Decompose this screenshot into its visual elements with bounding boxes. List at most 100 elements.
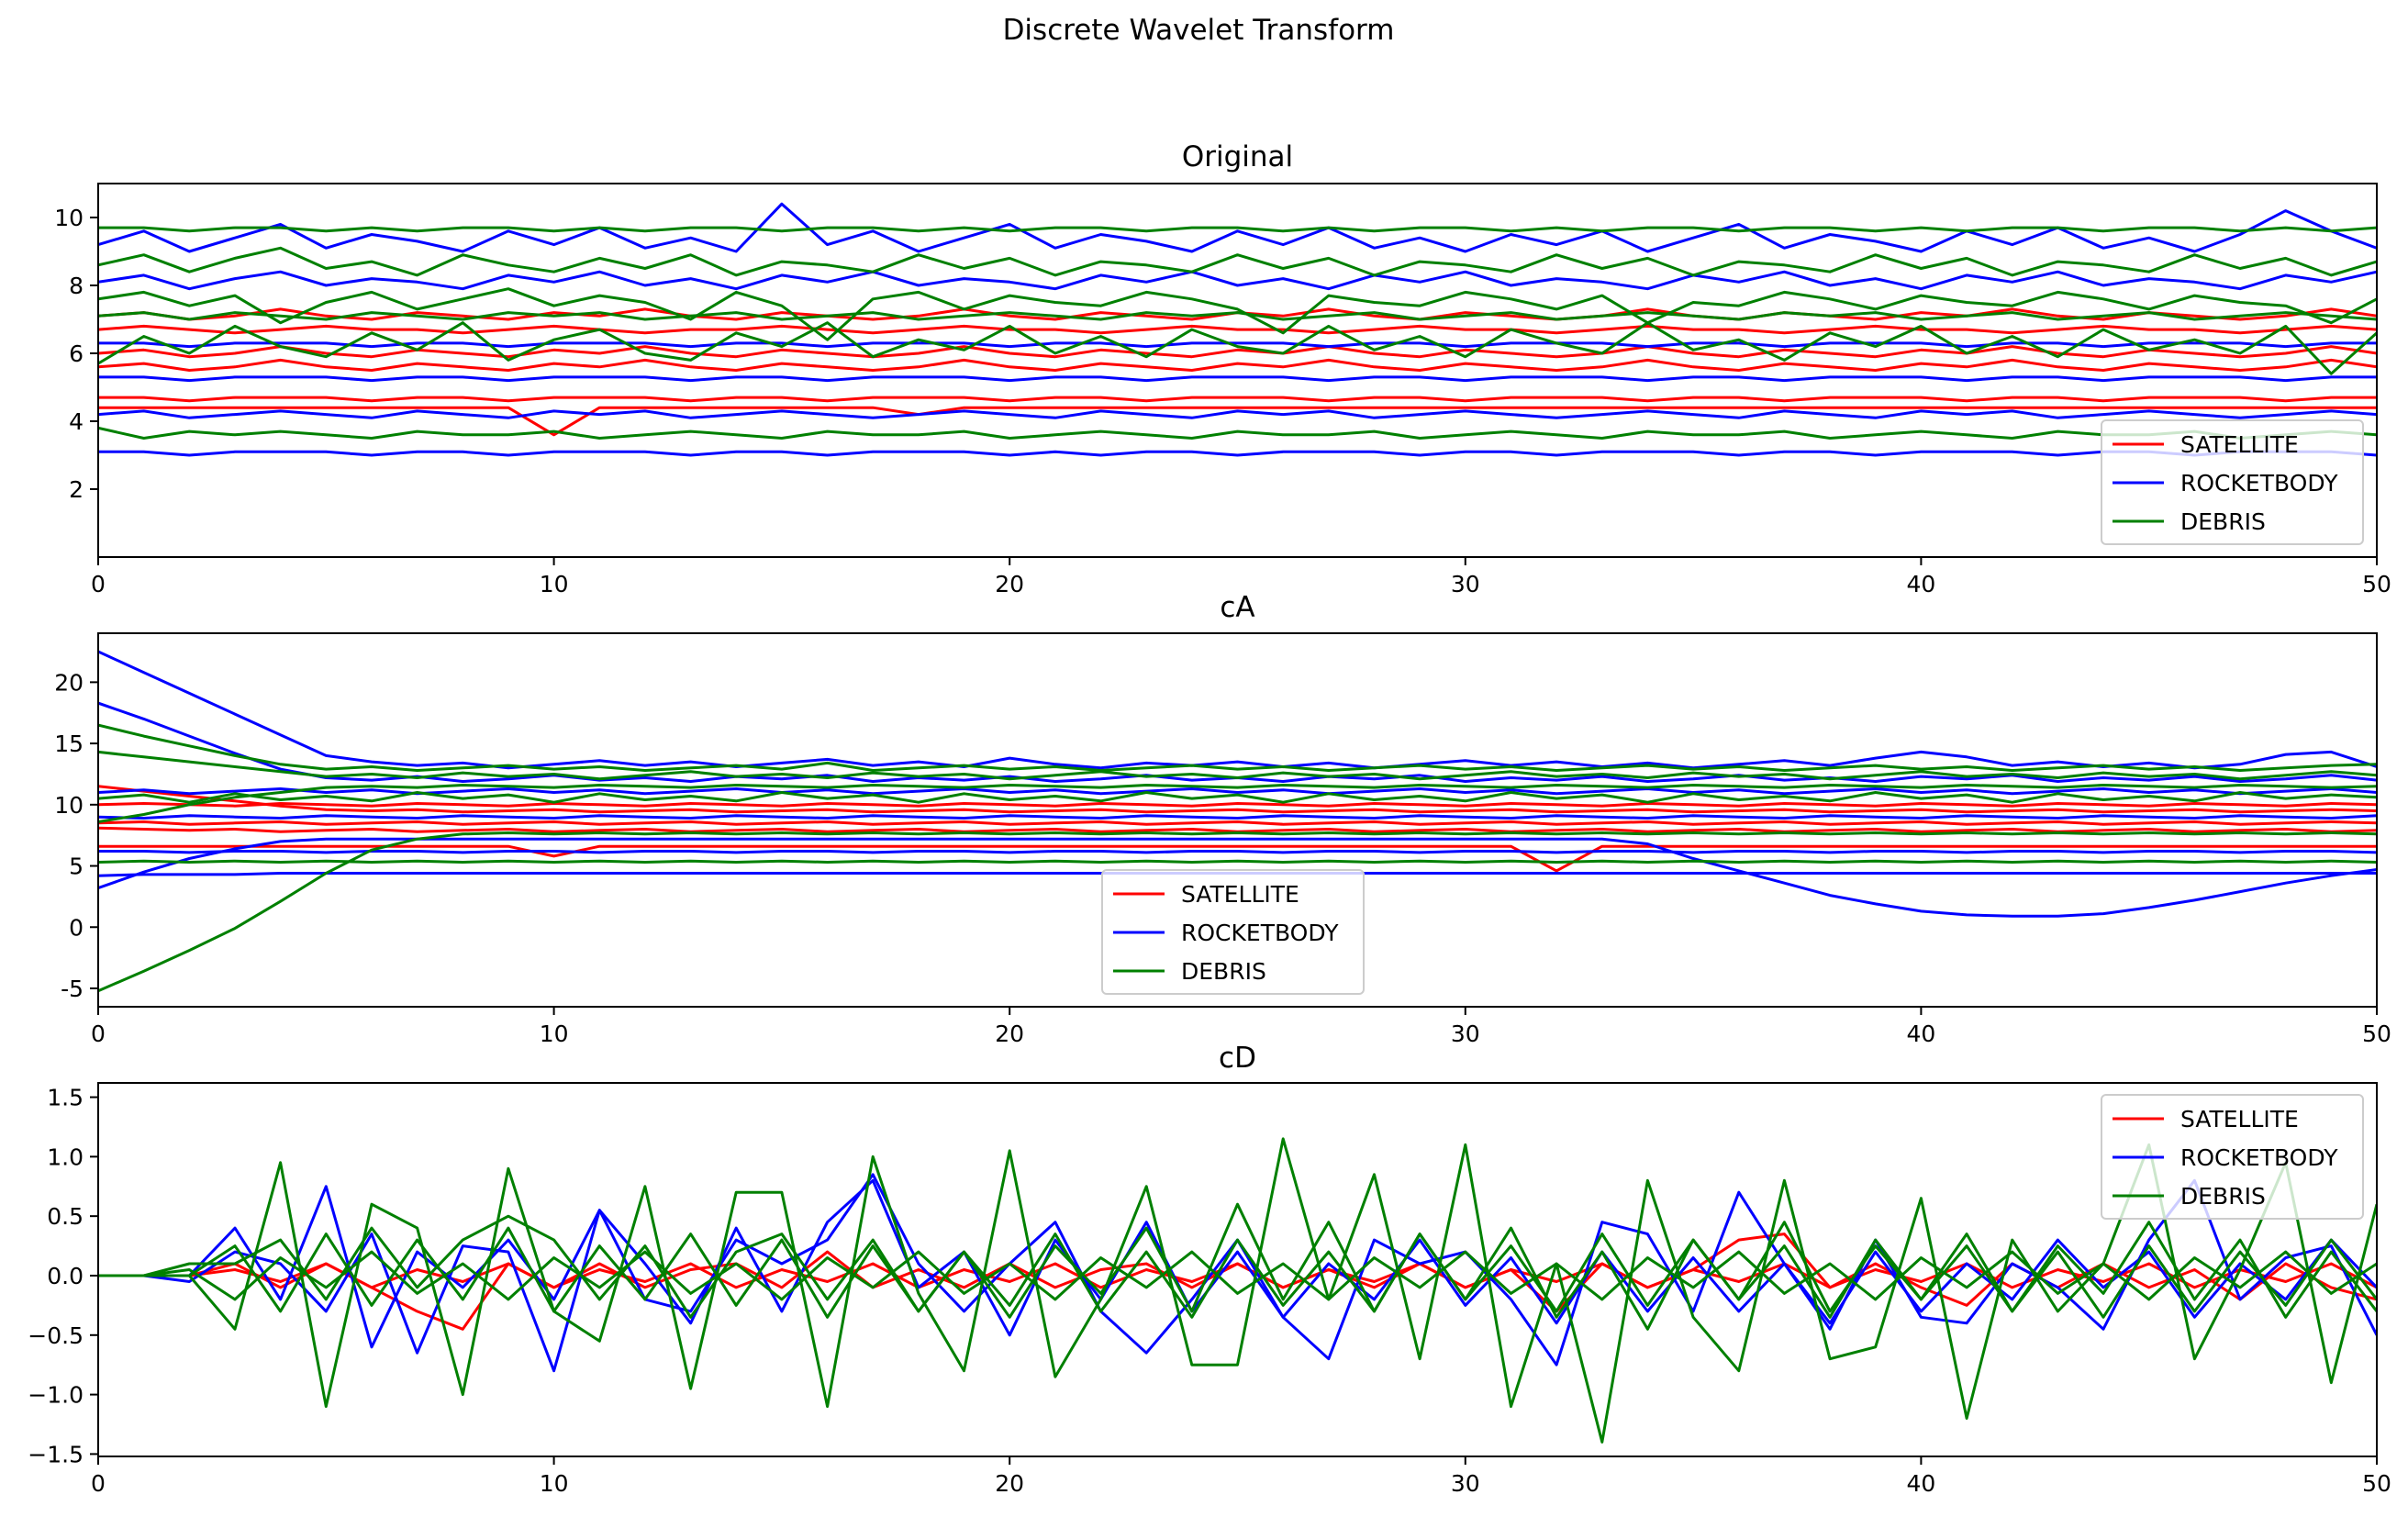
axes-frame [97, 632, 2378, 1008]
legend-label-satellite: SATELLITE [2180, 431, 2299, 458]
legend-label-rocketbody: ROCKETBODY [1181, 920, 1339, 946]
x-tick-label: 0 [91, 1470, 106, 1497]
legend-label-satellite: SATELLITE [1181, 881, 1299, 908]
series-line-satellite [98, 844, 2377, 873]
legend: SATELLITE ROCKETBODY DEBRIS [2101, 419, 2364, 545]
x-tick-label: 50 [2362, 571, 2391, 597]
x-tick-label: 50 [2362, 1021, 2391, 1047]
series-line-rocketbody [98, 650, 2377, 770]
series-line-debris [98, 426, 2377, 440]
series-line-rocketbody [98, 341, 2377, 349]
legend-frame [1101, 869, 1365, 995]
legend-label-debris: DEBRIS [2180, 1183, 2266, 1210]
series-line-rocketbody [98, 202, 2377, 253]
y-tick-label: −1.5 [28, 1441, 84, 1467]
series-line-debris [98, 321, 2377, 375]
x-tick-label: 0 [91, 1021, 106, 1047]
subplot-original: Original 0 10 20 30 40 50 2 4 6 8 10 SATELLITE ROCKET… [54, 140, 2391, 597]
legend-frame [2101, 419, 2364, 545]
series-line-debris [98, 831, 2377, 993]
series-group [98, 1137, 2377, 1444]
legend-label-satellite: SATELLITE [2180, 1106, 2299, 1132]
series-group [98, 650, 2377, 993]
subplot-title: Original [1182, 140, 1293, 173]
y-tick-label: 1.0 [47, 1143, 84, 1170]
series-line-rocketbody [98, 837, 2377, 918]
x-tick-label: 10 [540, 571, 569, 597]
y-tick-label: 6 [69, 340, 84, 367]
series-line-rocketbody [98, 409, 2377, 419]
y-tick-label: 10 [54, 205, 84, 231]
series-line-satellite [98, 396, 2377, 403]
x-tick-label: 20 [995, 571, 1024, 597]
series-line-debris [98, 226, 2377, 233]
series-line-satellite [98, 358, 2377, 372]
series-line-satellite [98, 820, 2377, 826]
y-tick-label: 0 [69, 914, 84, 941]
x-tick-label: 20 [995, 1021, 1024, 1047]
series-line-rocketbody [98, 375, 2377, 383]
series-line-debris [98, 750, 2377, 781]
series-line-satellite [98, 785, 2377, 814]
y-tick-label: 10 [54, 792, 84, 819]
x-tick-label: 40 [1906, 1470, 1935, 1497]
x-tick-label: 30 [1451, 1470, 1480, 1497]
legend-label-rocketbody: ROCKETBODY [2180, 1144, 2338, 1171]
series-line-debris [98, 287, 2377, 341]
series-line-debris [98, 784, 2377, 823]
legend-label-debris: DEBRIS [1181, 958, 1266, 985]
series-line-rocketbody [98, 450, 2377, 457]
y-tick-label: 4 [69, 408, 84, 435]
x-tick-label: 10 [540, 1021, 569, 1047]
series-line-debris [98, 246, 2377, 277]
series-line-debris [98, 723, 2377, 772]
series-line-satellite [98, 802, 2377, 808]
series-line-rocketbody [98, 787, 2377, 796]
x-tick-label: 30 [1451, 1021, 1480, 1047]
legend-label-debris: DEBRIS [2180, 508, 2266, 535]
axes-frame [97, 183, 2378, 558]
y-tick-label: 5 [69, 853, 84, 880]
y-tick-label: 0.5 [47, 1203, 84, 1230]
series-group [98, 202, 2377, 457]
x-tick-label: 40 [1906, 1021, 1935, 1047]
legend: SATELLITE ROCKETBODY DEBRIS [2101, 1094, 2364, 1220]
legend-frame [2101, 1094, 2364, 1220]
series-line-satellite [98, 345, 2377, 359]
x-tick-label: 50 [2362, 1470, 2391, 1497]
y-tick-label: 2 [69, 476, 84, 503]
axes-frame [97, 1082, 2378, 1457]
x-tick-label: 20 [995, 1470, 1024, 1497]
series-line-debris [98, 1202, 2377, 1331]
series-line-debris [98, 1226, 2377, 1319]
y-tick-label: -5 [61, 976, 84, 1002]
subplot-title: cD [1219, 1042, 1256, 1075]
legend-label-rocketbody: ROCKETBODY [2180, 470, 2338, 496]
x-tick-label: 0 [91, 571, 106, 597]
y-tick-label: −1.0 [28, 1382, 84, 1409]
series-line-rocketbody [98, 850, 2377, 854]
y-tick-label: 20 [54, 669, 84, 696]
series-line-rocketbody [98, 814, 2377, 820]
subplot-ca: cA 0 10 20 30 40 50 -5 0 5 10 15 20 SATELLITE ROCKETBO… [54, 591, 2391, 1047]
series-line-satellite [98, 324, 2377, 335]
subplot-title: cA [1220, 591, 1254, 624]
series-line-rocketbody [98, 270, 2377, 291]
x-tick-label: 10 [540, 1470, 569, 1497]
legend: SATELLITE ROCKETBODY DEBRIS [1101, 869, 1365, 995]
y-tick-label: −0.5 [28, 1322, 84, 1349]
series-line-satellite [98, 406, 2377, 437]
figure-suptitle: Discrete Wavelet Transform [1003, 14, 1395, 47]
y-tick-label: 0.0 [47, 1263, 84, 1289]
series-line-debris [98, 311, 2377, 321]
y-tick-label: 15 [54, 731, 84, 757]
series-line-debris [98, 791, 2377, 804]
series-line-debris [98, 859, 2377, 864]
x-tick-label: 40 [1906, 571, 1935, 597]
x-tick-label: 30 [1451, 571, 1480, 597]
subplot-cd: cD 0 10 20 30 40 50 −1.5 −1.0 −0.5 0.0 0.5 1.0 1.5 SAT… [28, 1042, 2391, 1497]
series-line-debris [98, 1137, 2377, 1444]
y-tick-label: 8 [69, 273, 84, 299]
